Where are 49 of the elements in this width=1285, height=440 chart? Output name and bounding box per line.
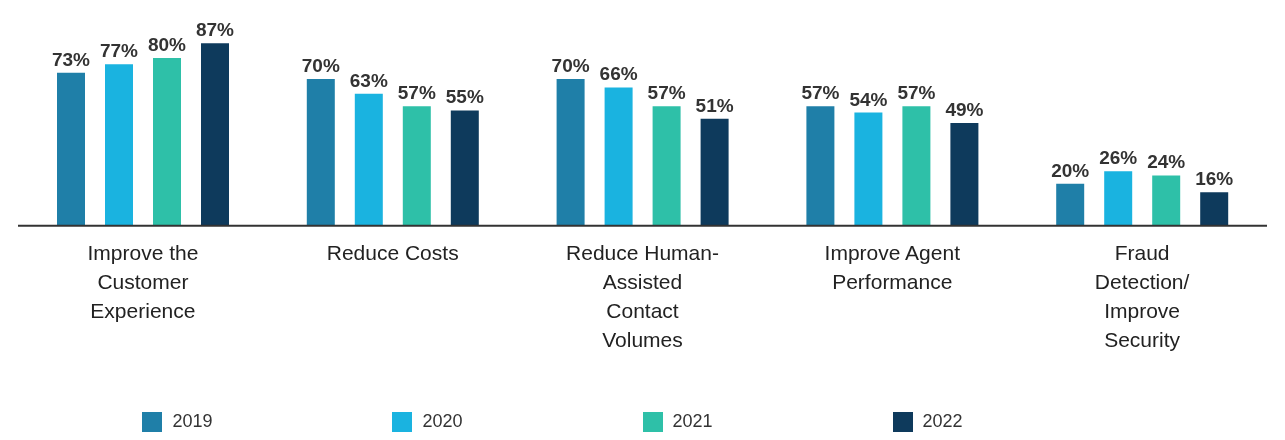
data-label: 51% [695, 94, 734, 116]
data-label: 73% [51, 48, 91, 70]
bar [153, 58, 181, 226]
x-tick-label: Reduce Costs [326, 240, 459, 264]
x-tick-label: Improve the Customer Experience [87, 240, 199, 322]
x-tick-label: Fraud Detection/ Improve Security [1094, 240, 1190, 351]
data-label: 55% [445, 86, 484, 108]
legend-label: 2022 [922, 410, 963, 431]
legend-label: 2019 [172, 410, 213, 431]
data-label: 80% [147, 34, 187, 56]
bar [604, 87, 633, 226]
x-tick-label: Improve Agent Performance [824, 240, 961, 293]
bar [201, 43, 229, 226]
bar [1056, 183, 1085, 226]
bar [902, 106, 931, 226]
data-label: 24% [1147, 151, 1186, 173]
bar [652, 106, 681, 226]
data-label: 57% [647, 82, 686, 104]
bar [402, 106, 431, 226]
bar [806, 106, 835, 226]
bar [700, 118, 729, 226]
bar [854, 112, 883, 226]
data-label: 77% [99, 40, 139, 62]
data-label: 20% [1051, 159, 1090, 181]
bar [1152, 175, 1181, 226]
data-label: 54% [849, 88, 888, 110]
data-label: 70% [301, 55, 340, 76]
bar [354, 93, 383, 226]
data-label: 87% [195, 19, 235, 41]
legend-label: 2020 [422, 410, 463, 431]
x-tick-label: Reduce Human-Assisted Contact Volumes [566, 240, 719, 351]
bar [57, 72, 85, 226]
data-label: 63% [349, 69, 388, 91]
bar [950, 123, 979, 226]
data-label: 57% [397, 82, 436, 104]
data-label: 70% [551, 55, 590, 76]
data-label: 26% [1099, 147, 1138, 169]
bar [1200, 192, 1229, 226]
data-label: 16% [1195, 168, 1234, 190]
bar [556, 79, 585, 226]
bar [1104, 171, 1133, 226]
legend-label: 2021 [672, 410, 713, 431]
data-label: 57% [897, 82, 936, 104]
bar [450, 110, 479, 226]
data-label: 49% [945, 99, 984, 121]
bar [105, 64, 133, 226]
bar [306, 79, 335, 226]
data-label: 66% [599, 63, 638, 85]
data-label: 57% [801, 82, 840, 104]
